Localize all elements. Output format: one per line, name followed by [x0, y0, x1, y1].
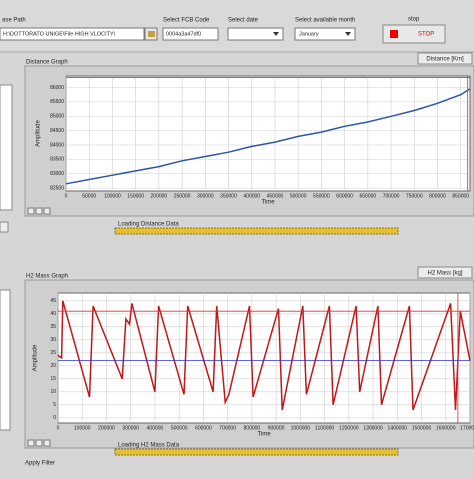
x-tick-label: 500000 [290, 193, 307, 199]
progress-label: Loading H2 Mass Data [118, 443, 180, 449]
x-tick-label: 1500000 [412, 425, 432, 431]
scale-button-label: Distance [Km] [426, 57, 464, 63]
progress-label: Loading Distance Data [118, 222, 179, 228]
list-box[interactable] [0, 84, 13, 211]
x-tick-label: 900000 [268, 425, 285, 431]
x-tick-label: 150000 [127, 193, 144, 199]
y-tick-label: 5 [53, 402, 56, 408]
path-value: H:\DOTTORATO UNIGE\File HIGH VLOCITY\ [3, 31, 116, 37]
x-tick-label: 1600000 [436, 425, 456, 431]
x-axis-label: Time [261, 200, 275, 206]
x-tick-label: 1400000 [388, 425, 408, 431]
x-tick-label: 850000 [452, 193, 469, 199]
fcb-label: Select FCB Code [163, 18, 210, 24]
side-button[interactable] [0, 221, 9, 233]
y-tick-label: 82500 [50, 185, 64, 191]
x-tick-label: 400000 [243, 193, 260, 199]
x-tick-label: 800000 [429, 193, 446, 199]
x-tick-label: 1300000 [363, 425, 383, 431]
data-line [65, 88, 471, 185]
fcb-value: 0004a3a47df0 [166, 31, 201, 37]
x-tick-label: 0 [65, 193, 68, 199]
x-tick-label: 50000 [82, 193, 96, 199]
x-tick-label: 1100000 [315, 425, 334, 431]
y-tick-label: 86000 [50, 85, 64, 91]
stop-text: STOP [418, 32, 434, 38]
x-axis-label: Time [257, 432, 271, 438]
y-tick-label: 83000 [50, 171, 64, 177]
x-tick-label: 200000 [98, 425, 115, 431]
y-tick-label: 10 [50, 389, 56, 395]
y-tick-label: 20 [50, 363, 56, 369]
tool-icon[interactable] [27, 207, 35, 215]
data-line [57, 300, 471, 411]
y-tick-label: 85000 [50, 114, 64, 120]
x-tick-label: 450000 [267, 193, 284, 199]
progress-bar [114, 227, 399, 235]
y-tick-label: 84000 [50, 142, 64, 148]
scale-button[interactable] [417, 266, 473, 279]
stop-button[interactable] [382, 24, 446, 44]
x-tick-label: 700000 [383, 193, 400, 199]
x-tick-label: 0 [57, 425, 60, 431]
x-tick-label: 300000 [197, 193, 214, 199]
path-label: ase Path [2, 18, 26, 24]
x-tick-label: 100000 [104, 193, 121, 199]
stop-label: stop [408, 17, 420, 23]
x-tick-label: 1200000 [339, 425, 359, 431]
y-tick-label: 30 [50, 337, 56, 343]
tool-icon[interactable] [35, 207, 43, 215]
y-tick-label: 15 [50, 376, 56, 382]
x-tick-label: 500000 [171, 425, 188, 431]
x-tick-label: 400000 [147, 425, 164, 431]
x-tick-label: 100000 [74, 425, 91, 431]
stop-indicator [390, 30, 398, 38]
x-tick-label: 550000 [313, 193, 330, 199]
scale-button[interactable] [417, 52, 473, 65]
graph-title: H2 Mass Graph [26, 274, 68, 280]
folder-icon [148, 31, 155, 37]
x-tick-label: 300000 [122, 425, 139, 431]
x-tick-label: 350000 [220, 193, 237, 199]
path-field[interactable] [0, 27, 145, 41]
x-tick-label: 250000 [174, 193, 191, 199]
y-tick-label: 83500 [50, 157, 64, 163]
list-box[interactable] [0, 289, 11, 431]
x-tick-label: 800000 [244, 425, 261, 431]
y-axis-label: Amplitude [36, 120, 42, 147]
x-tick-label: 750000 [406, 193, 423, 199]
dropdown-arrow [345, 32, 351, 36]
month-label: Select available month [295, 18, 355, 24]
y-tick-label: 40 [50, 311, 56, 317]
scale-button-label: H2 Mass [kg] [427, 271, 462, 277]
y-tick-label: 85500 [50, 99, 64, 105]
date-dropdown[interactable] [227, 27, 284, 41]
x-tick-label: 600000 [195, 425, 212, 431]
y-tick-label: 84500 [50, 128, 64, 134]
y-tick-label: 35 [50, 324, 56, 330]
x-tick-label: 650000 [359, 193, 376, 199]
tool-icon[interactable] [35, 439, 43, 447]
progress-bar [114, 448, 399, 456]
fcb-field[interactable] [162, 27, 219, 41]
y-tick-label: 0 [53, 415, 56, 421]
x-tick-label: 200000 [151, 193, 168, 199]
y-tick-label: 25 [50, 350, 56, 356]
tool-icon[interactable] [43, 207, 51, 215]
apply-filter[interactable]: Apply Filter [25, 461, 55, 467]
graph-title: Distance Graph [26, 60, 68, 66]
month-dropdown[interactable] [294, 27, 356, 41]
tool-icon[interactable] [27, 439, 35, 447]
y-axis-label: Amplitude [33, 344, 39, 371]
y-tick-label: 45 [50, 298, 56, 304]
x-tick-label: 1700000 [460, 425, 474, 431]
date-label: Select date [228, 18, 259, 24]
x-tick-label: 600000 [336, 193, 353, 199]
x-tick-label: 1000000 [291, 425, 311, 431]
dropdown-arrow [273, 32, 279, 36]
tool-icon[interactable] [43, 439, 51, 447]
month-value: January [299, 31, 319, 37]
x-tick-label: 700000 [219, 425, 236, 431]
